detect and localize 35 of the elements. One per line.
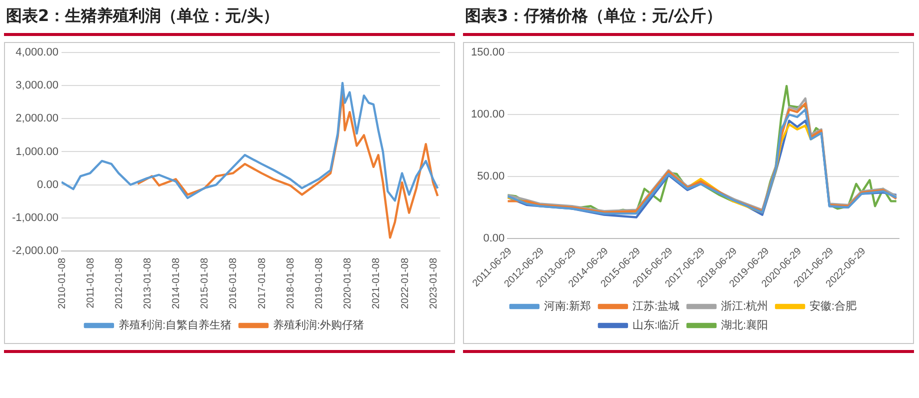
x-tick-label: 2013-01-08 (142, 257, 154, 310)
x-tick-label: 2022-01-08 (400, 257, 411, 310)
legend-label: 江苏:盐城 (632, 300, 680, 313)
y-tick-label: 0.00 (483, 232, 505, 244)
legend-label: 山东:临沂 (632, 318, 680, 332)
x-tick-label: 2023-01-08 (428, 257, 440, 310)
y-tick-label: 2,000.00 (16, 112, 58, 125)
x-tick-label: 2012-01-08 (114, 257, 125, 310)
x-tick-label: 2018-01-08 (285, 257, 296, 310)
y-tick-label: -1,000.00 (12, 212, 58, 224)
y-tick-label: 100.00 (470, 108, 505, 121)
x-tick-label: 2010-01-08 (56, 257, 68, 310)
x-tick-label: 2016-01-08 (228, 257, 240, 310)
legend-label: 养殖利润:自繁自养生猪 (118, 318, 232, 332)
y-tick-label: 50.00 (477, 170, 505, 182)
x-tick-label: 2014-01-08 (171, 257, 182, 310)
y-tick-label: 3,000.00 (16, 80, 58, 92)
legend-label: 养殖利润:外购仔猪 (273, 318, 364, 332)
chart-title: 图表2：生猪养殖利润（单位：元/头） (4, 4, 455, 36)
x-tick-label: 2020-01-08 (342, 257, 354, 310)
legend-label: 河南:新郑 (544, 300, 591, 313)
x-tick-label: 2015-01-08 (200, 257, 211, 310)
y-tick-label: 150.00 (470, 46, 505, 59)
legend-label: 浙江:杭州 (721, 300, 768, 313)
legend-label: 湖北:襄阳 (721, 318, 768, 332)
y-tick-label: 4,000.00 (16, 46, 58, 59)
x-tick-label: 2011-01-08 (85, 257, 96, 308)
x-tick-label: 2021-01-08 (371, 257, 382, 310)
y-tick-label: 1,000.00 (16, 146, 58, 158)
y-tick-label: 0.00 (37, 178, 58, 191)
legend-label: 安徽:合肥 (810, 300, 857, 313)
chart-title: 图表3：仔猪价格（单位：元/公斤） (463, 4, 914, 36)
y-tick-label: -2,000.00 (12, 244, 58, 257)
x-tick-label: 2019-01-08 (314, 257, 326, 310)
x-tick-label: 2017-01-08 (256, 257, 268, 310)
